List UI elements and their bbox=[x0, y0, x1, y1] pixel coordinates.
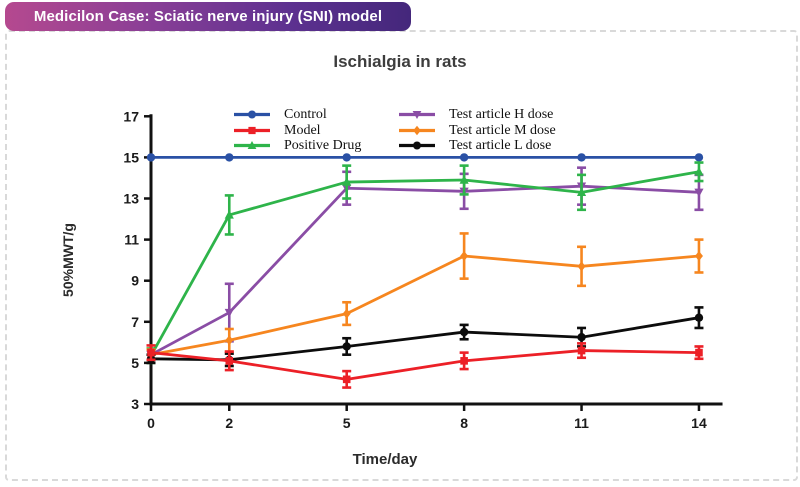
x-tick-label: 2 bbox=[225, 415, 233, 431]
legend-item-test-article-m-dose: Test article M dose bbox=[398, 123, 556, 139]
case-ribbon: Medicilon Case: Sciatic nerve injury (SN… bbox=[5, 2, 411, 31]
chart-title: Ischialgia in rats bbox=[333, 52, 467, 71]
legend-marker-icon bbox=[234, 110, 270, 119]
y-axis-label: 50%MWT/g bbox=[60, 223, 76, 297]
legend-item-control: Control bbox=[233, 107, 361, 123]
x-axis-label: Time/day bbox=[352, 451, 418, 468]
x-tick-label: 5 bbox=[343, 415, 351, 431]
legend-item-test-article-h-dose: Test article H dose bbox=[398, 107, 556, 123]
chart-legend-column-2: Test article H dose Test article M dose Te… bbox=[398, 107, 556, 154]
legend-label: Positive Drug bbox=[284, 138, 362, 154]
legend-item-model: Model bbox=[233, 123, 361, 139]
legend-marker-icon bbox=[399, 125, 435, 136]
x-tick-label: 0 bbox=[147, 415, 155, 431]
legend-label: Test article L dose bbox=[449, 138, 552, 154]
axes: 3 5 7 9 11 13 15 17 0 2 5 8 11 14 bbox=[123, 108, 723, 431]
legend-marker-icon bbox=[399, 141, 435, 150]
series-control bbox=[146, 153, 704, 162]
y-tick-label: 3 bbox=[131, 396, 139, 412]
x-tick-label: 14 bbox=[691, 415, 707, 431]
series-model bbox=[146, 342, 704, 389]
x-tick-label: 11 bbox=[574, 415, 589, 431]
legend-marker-icon bbox=[234, 141, 270, 150]
legend-marker-icon bbox=[234, 126, 270, 135]
y-tick-label: 5 bbox=[131, 355, 139, 371]
series-positive-drug bbox=[146, 161, 704, 365]
y-tick-label: 13 bbox=[123, 191, 139, 207]
x-tick-label: 8 bbox=[460, 415, 468, 431]
y-tick-label: 17 bbox=[123, 108, 139, 124]
chart-legend-column-1: Control Model Positive Drug bbox=[233, 107, 361, 154]
y-tick-label: 11 bbox=[124, 232, 139, 248]
y-tick-label: 9 bbox=[131, 273, 139, 289]
case-ribbon-label: Medicilon Case: Sciatic nerve injury (SN… bbox=[33, 8, 383, 25]
legend-label: Test article M dose bbox=[449, 122, 556, 138]
legend-item-positive-drug: Positive Drug bbox=[233, 138, 361, 154]
y-tick-label: 15 bbox=[123, 149, 139, 165]
y-tick-label: 7 bbox=[131, 314, 139, 330]
legend-label: Control bbox=[284, 107, 327, 123]
legend-label: Test article H dose bbox=[449, 107, 554, 123]
legend-marker-icon bbox=[399, 111, 435, 120]
legend-label: Model bbox=[284, 122, 321, 138]
legend-item-test-article-l-dose: Test article L dose bbox=[398, 138, 556, 154]
case-card bbox=[5, 30, 798, 481]
